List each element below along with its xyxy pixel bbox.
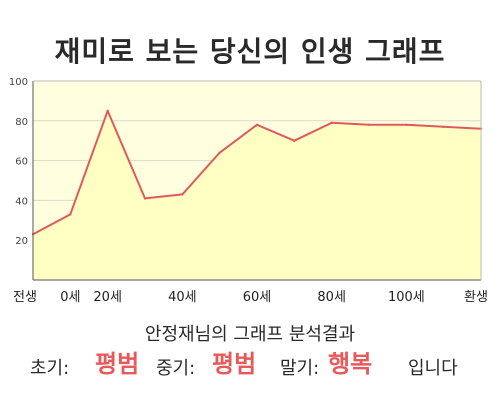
late-label: 말기: (280, 358, 320, 379)
x-tick-label-4: 60세 (243, 290, 272, 305)
early-value: 평범 (95, 350, 140, 378)
data-point-5 (218, 151, 221, 154)
data-point-6 (255, 123, 259, 126)
x-tick-label-6: 100세 (388, 290, 425, 305)
data-point-2 (106, 109, 109, 113)
x-tick-label-3: 40세 (168, 290, 197, 305)
chart-title: 재미로 보는 당신의 인생 그래프 (54, 35, 446, 68)
data-point-3 (143, 197, 147, 200)
area-fill (33, 110, 481, 280)
x-tick-label-2: 20세 (93, 290, 122, 305)
data-point-4 (181, 193, 184, 196)
data-point-7 (293, 139, 296, 142)
x-tick-label-7: 환생 (464, 290, 488, 305)
x-tick-label-5: 80세 (317, 290, 346, 305)
x-tick-label-1: 0세 (60, 290, 80, 305)
data-point-8 (330, 121, 333, 124)
y-tick-label-20: 20 (15, 236, 28, 247)
early-label: 초기: (30, 358, 70, 379)
middle-value: 평범 (212, 350, 257, 378)
late-value: 행복 (328, 350, 373, 378)
y-tick-label-40: 40 (15, 196, 28, 207)
x-tick-label-0: 전생 (13, 290, 37, 305)
middle-label: 중기: (156, 358, 196, 379)
result-summary: 초기: 평범 중기: 평범 말기: 행복 입니다 (0, 344, 500, 384)
y-tick-label-100: 100 (9, 77, 28, 88)
y-tick-label-80: 80 (15, 117, 28, 128)
y-tick-label-60: 60 (15, 157, 28, 168)
data-point-1 (69, 213, 72, 216)
result-caption: 안정재님의 그래프 분석결과 (144, 324, 356, 345)
data-point-9 (367, 123, 371, 126)
data-point-11 (442, 125, 445, 128)
data-point-10 (405, 123, 408, 126)
plot-area: 20 40 60 80 100 전생 0세 20세 40세 60세 80세 100세 환생 (9, 77, 488, 305)
result-suffix: 입니다 (408, 358, 458, 379)
